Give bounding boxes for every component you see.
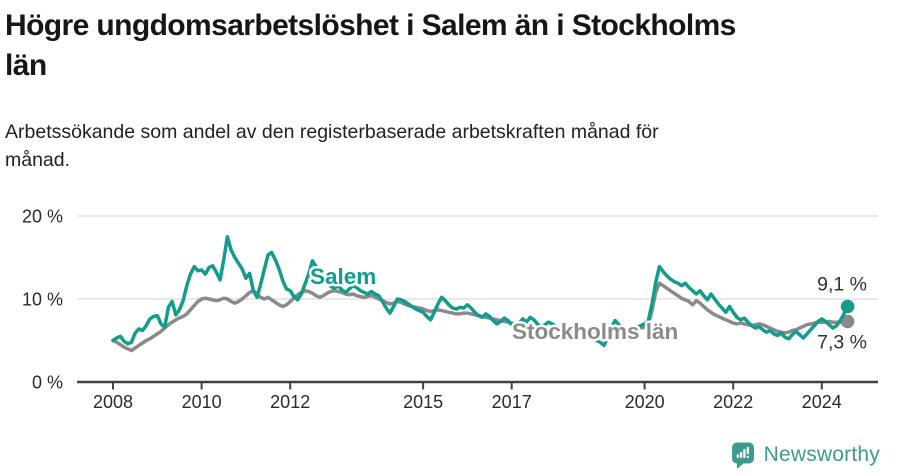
logo-bubble — [731, 442, 754, 464]
x-axis-label-2012: 2012 — [270, 392, 310, 412]
series-end-dot-salem — [840, 299, 855, 314]
newsworthy-wordmark: Newsworthy — [763, 443, 880, 466]
x-axis-label-2024: 2024 — [802, 392, 842, 412]
series-line-salem — [111, 235, 850, 348]
page-title: Högre ungdomsarbetslöshet i Salem än i S… — [0, 0, 900, 86]
x-axis-label-2020: 2020 — [625, 392, 665, 412]
chart-subtitle-line-1: Arbetssökande som andel av den registerb… — [5, 121, 659, 143]
logo-bubble-tail — [736, 462, 745, 469]
y-axis-label-10: 10 % — [22, 290, 63, 310]
x-axis-label-2010: 2010 — [182, 392, 222, 412]
y-axis-label-20: 20 % — [22, 207, 63, 227]
series-end-dot-stockholms-l-n — [840, 314, 855, 329]
y-axis-label-0: 0 % — [32, 373, 63, 393]
x-axis-label-2015: 2015 — [403, 392, 443, 412]
newsworthy-logo-icon — [731, 442, 754, 469]
chart-subtitle-line-2: månad. — [5, 149, 71, 171]
logo-bar-chart-glyph — [736, 446, 749, 458]
series-label-stockholms-l-n: Stockholms län — [512, 319, 678, 344]
page-title-line-2: län — [5, 49, 47, 82]
x-axis-label-2022: 2022 — [713, 392, 753, 412]
line-chart-canvas: 0 % 10 % 20 % 2008 2010 2012 2015 2017 2020 2022 2… — [22, 207, 878, 412]
page-title-line-1: Högre ungdomsarbetslöshet i Salem än i S… — [5, 9, 736, 42]
x-axis-label-2017: 2017 — [492, 392, 532, 412]
series-label-salem: Salem — [310, 264, 376, 289]
end-value-label-stockholms-l-n: 7,3 % — [817, 331, 867, 353]
newsworthy-brand: Newsworthy — [729, 441, 880, 469]
x-axis-label-2008: 2008 — [93, 392, 133, 412]
end-value-label-salem: 9,1 % — [817, 274, 867, 296]
chart-subtitle: Arbetssökande som andel av den registerb… — [0, 86, 900, 174]
